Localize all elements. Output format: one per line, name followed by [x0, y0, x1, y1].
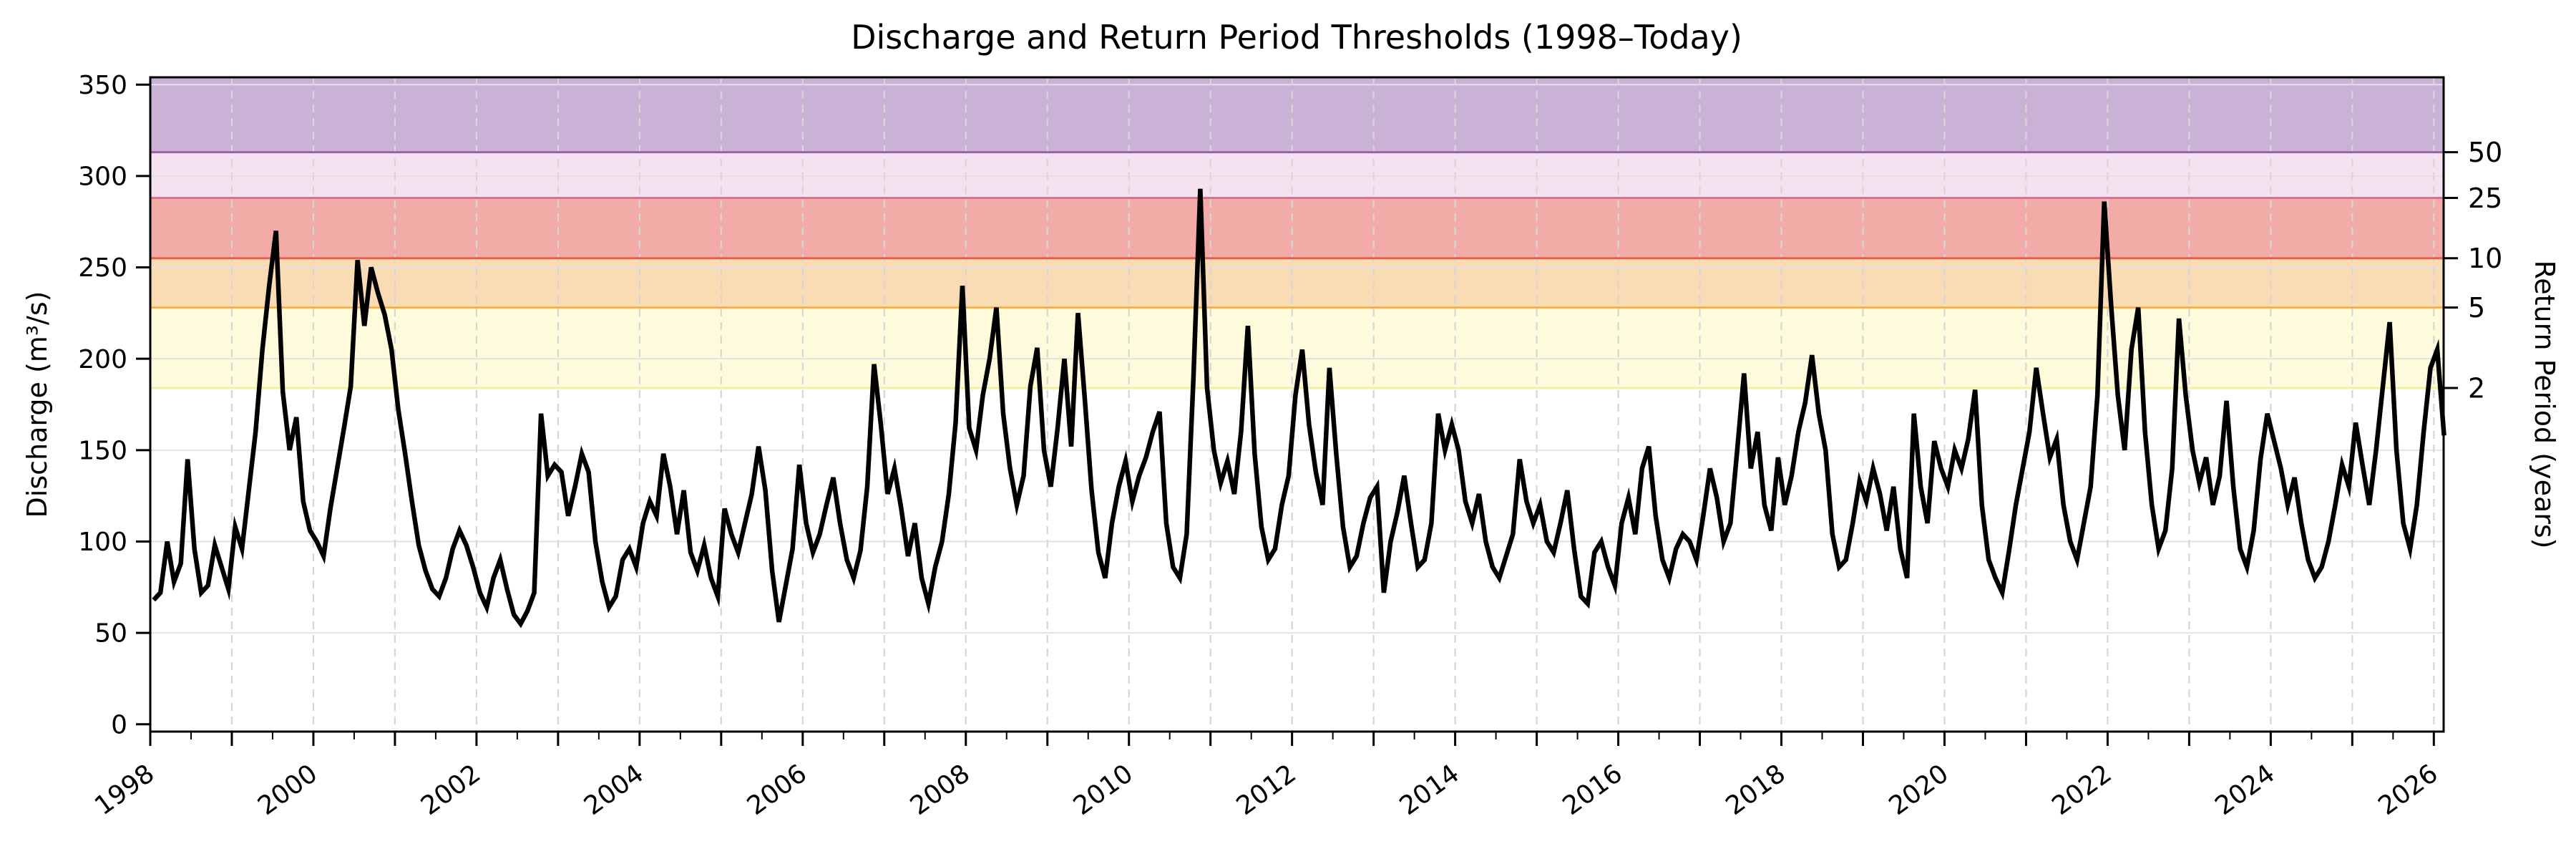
- discharge-line: [152, 188, 2446, 629]
- x-tick-label-2014: 2014: [1395, 759, 1465, 821]
- y-left-tick-label-250: 250: [78, 253, 127, 283]
- x-tick-label-1998: 1998: [89, 759, 160, 821]
- x-tick-label-2020: 2020: [1884, 759, 1954, 821]
- plot-border: [149, 76, 2445, 733]
- return-period-band-50yr: [150, 77, 2444, 152]
- y-right-tick-label-25yr: 25: [2468, 183, 2502, 214]
- x-tick-label-2016: 2016: [1558, 759, 1628, 821]
- x-tick-label-2012: 2012: [1231, 759, 1302, 821]
- y-left-tick-label-50: 50: [94, 619, 127, 649]
- x-tick-label-2004: 2004: [579, 759, 649, 821]
- y-left-tick-label-350: 350: [78, 71, 127, 100]
- y-right-tick-label-5yr: 5: [2468, 292, 2485, 324]
- x-tick-label-2024: 2024: [2210, 759, 2280, 821]
- y-left-tick-label-100: 100: [78, 528, 127, 557]
- x-tick-label-2018: 2018: [1721, 759, 1791, 821]
- x-tick-label-2022: 2022: [2046, 759, 2117, 821]
- y-axis-label-left: Discharge (m³/s): [21, 291, 53, 518]
- y-left-tick-label-0: 0: [111, 710, 127, 739]
- y-left-tick-label-300: 300: [78, 162, 127, 191]
- return-period-band-25yr: [150, 152, 2444, 198]
- x-tick-label-2002: 2002: [416, 759, 486, 821]
- y-left-tick-label-200: 200: [78, 345, 127, 374]
- y-right-tick-label-10yr: 10: [2468, 243, 2502, 274]
- y-axis-label-right: Return Period (years): [2529, 260, 2560, 549]
- x-tick-label-2026: 2026: [2373, 759, 2443, 821]
- x-tick-label-2006: 2006: [742, 759, 812, 821]
- y-right-tick-label-2yr: 2: [2468, 372, 2485, 404]
- x-tick-label-2010: 2010: [1068, 759, 1138, 821]
- return-period-band-10yr: [150, 198, 2444, 258]
- y-right-tick-label-50yr: 50: [2468, 137, 2502, 168]
- x-tick-label-2008: 2008: [905, 759, 975, 821]
- chart-title: Discharge and Return Period Thresholds (…: [851, 18, 1742, 57]
- return-period-band-5yr: [150, 258, 2444, 308]
- x-tick-label-2000: 2000: [253, 759, 323, 821]
- y-left-tick-label-150: 150: [78, 436, 127, 465]
